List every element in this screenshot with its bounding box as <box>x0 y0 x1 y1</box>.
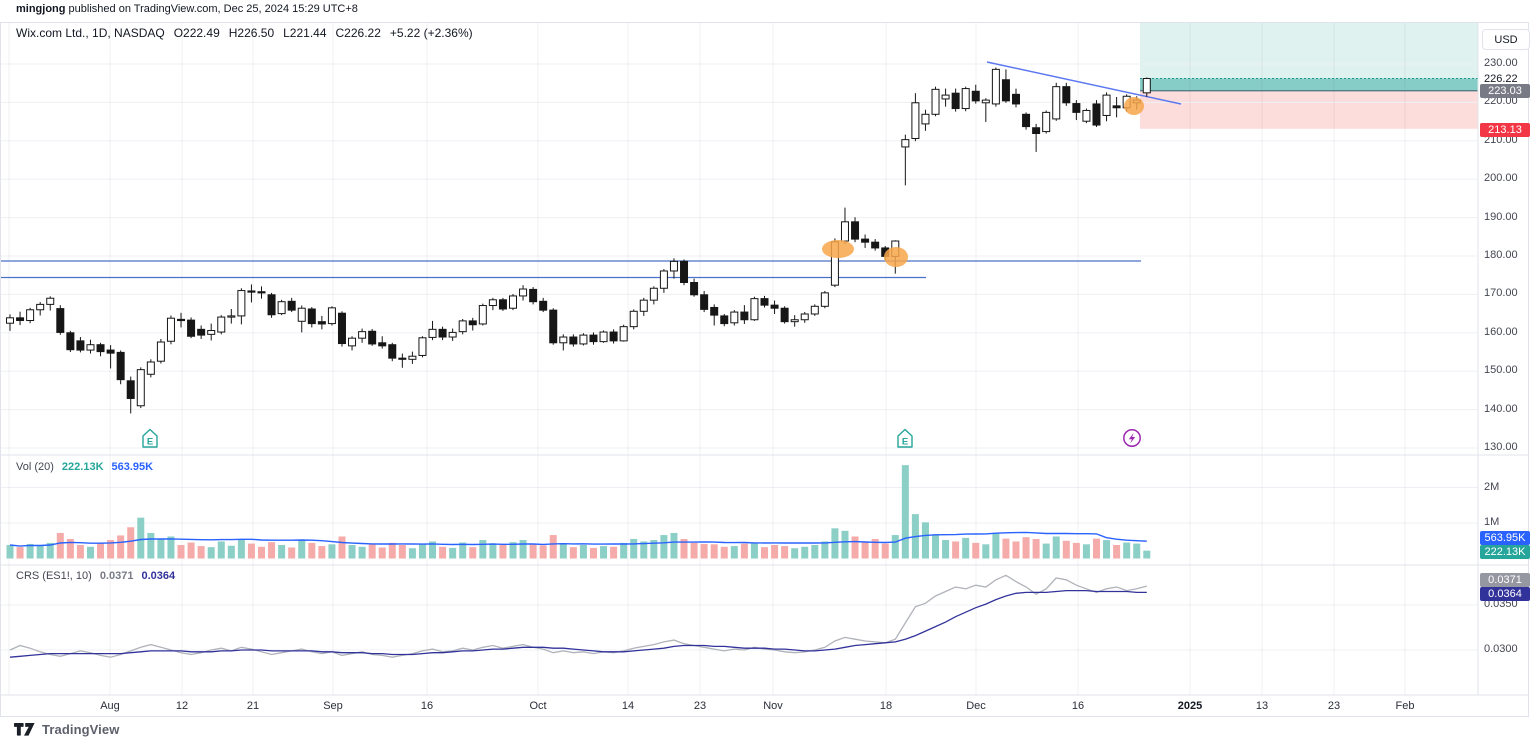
time-tick-label: Aug <box>100 700 120 712</box>
price-tick-label: 160.00 <box>1484 325 1518 338</box>
price-tick-label: 170.00 <box>1484 287 1518 300</box>
price-badge: 213.13 <box>1480 122 1530 137</box>
price-badge: 223.03 <box>1480 83 1530 98</box>
volume-layer <box>6 465 1151 559</box>
price-tick-label: 150.00 <box>1484 364 1518 377</box>
ohlc-high: H226.50 <box>228 26 275 40</box>
time-tick-label: 23 <box>1327 700 1341 712</box>
time-tick-label: Sep <box>323 700 343 712</box>
crs-indicator-label[interactable]: CRS (ES1!, 10) <box>16 570 92 582</box>
tradingview-footer[interactable]: TradingView <box>14 722 119 737</box>
svg-text:E: E <box>902 437 908 448</box>
symbol-title[interactable]: Wix.com Ltd., 1D, NASDAQ <box>16 26 165 40</box>
symbol-legend[interactable]: Wix.com Ltd., 1D, NASDAQ O222.49 H226.50 L2… <box>16 26 482 40</box>
currency-button[interactable]: USD <box>1482 29 1530 50</box>
tradingview-brand-text[interactable]: TradingView <box>42 722 120 737</box>
highlight-ellipse <box>884 247 908 267</box>
price-tick-label: 230.00 <box>1484 57 1518 69</box>
crs-current-value: 0.0371 <box>99 570 134 582</box>
volume-badge: 222.13K <box>1480 545 1530 559</box>
attribution-author: mingjong <box>16 3 66 15</box>
crs-badge: 0.0371 <box>1480 573 1530 587</box>
crs-legend[interactable]: CRS (ES1!, 10) 0.0371 0.0364 <box>16 570 175 582</box>
volume-legend[interactable]: Vol (20) 222.13K 563.95K <box>16 461 153 473</box>
volume-tick-label: 2M <box>1484 480 1500 493</box>
price-tick-label: 200.00 <box>1484 172 1518 185</box>
time-tick-label: Oct <box>529 700 547 712</box>
time-tick-label: 16 <box>1071 700 1085 712</box>
highlight-ellipse <box>822 240 854 258</box>
time-tick-label: 13 <box>1255 700 1269 712</box>
volume-indicator-label[interactable]: Vol (20) <box>16 461 54 473</box>
price-tick-label: 140.00 <box>1484 402 1518 415</box>
volume-ma-value: 563.95K <box>111 461 154 473</box>
time-tick-label: Nov <box>763 700 783 712</box>
time-tick-label: 23 <box>693 700 707 712</box>
price-tick-label: 130.00 <box>1484 441 1518 453</box>
price-tick-label: 190.00 <box>1484 210 1518 223</box>
time-tick-label: Dec <box>966 700 986 712</box>
attribution-text: published on TradingView.com, Dec 25, 20… <box>65 3 358 15</box>
time-tick-label: 18 <box>879 700 893 712</box>
time-tick-label: 16 <box>420 700 434 712</box>
time-tick-label: Feb <box>1395 700 1415 712</box>
crs-tick-label: 0.0300 <box>1484 643 1518 655</box>
time-tick-label: 12 <box>175 700 189 712</box>
time-tick-label: 2025 <box>1177 700 1203 712</box>
volume-tick-label: 1M <box>1484 516 1500 528</box>
svg-text:E: E <box>147 437 153 448</box>
time-tick-label: 14 <box>621 700 635 712</box>
volume-current-value: 222.13K <box>61 461 104 473</box>
crs-tick-label: 0.0350 <box>1484 598 1518 610</box>
volume-badge: 563.95K <box>1480 531 1530 545</box>
crs-badge: 0.0364 <box>1480 587 1530 601</box>
price-tick-label: 220.00 <box>1484 95 1518 108</box>
price-tick-label: 180.00 <box>1484 249 1518 261</box>
price-badge: 226.22 <box>1484 72 1518 85</box>
crs-ma-value: 0.0364 <box>141 570 176 582</box>
ohlc-open: O222.49 <box>173 26 220 40</box>
tradingview-logo-icon <box>14 722 35 736</box>
price-tick-label: 210.00 <box>1484 133 1518 146</box>
flash-icon[interactable] <box>1123 429 1141 447</box>
ohlc-close: C226.22 <box>335 26 381 40</box>
candles-layer <box>6 67 1151 414</box>
earnings-icon[interactable]: E <box>142 428 158 448</box>
attribution: mingjong published on TradingView.com, D… <box>16 3 358 15</box>
ohlc-change: +5.22 (+2.36%) <box>389 26 473 40</box>
crs-layer <box>9 574 1147 658</box>
earnings-icon[interactable]: E <box>897 428 913 448</box>
time-tick-label: 21 <box>246 700 260 712</box>
highlight-ellipse <box>1124 97 1144 115</box>
ohlc-low: L221.44 <box>283 26 327 40</box>
